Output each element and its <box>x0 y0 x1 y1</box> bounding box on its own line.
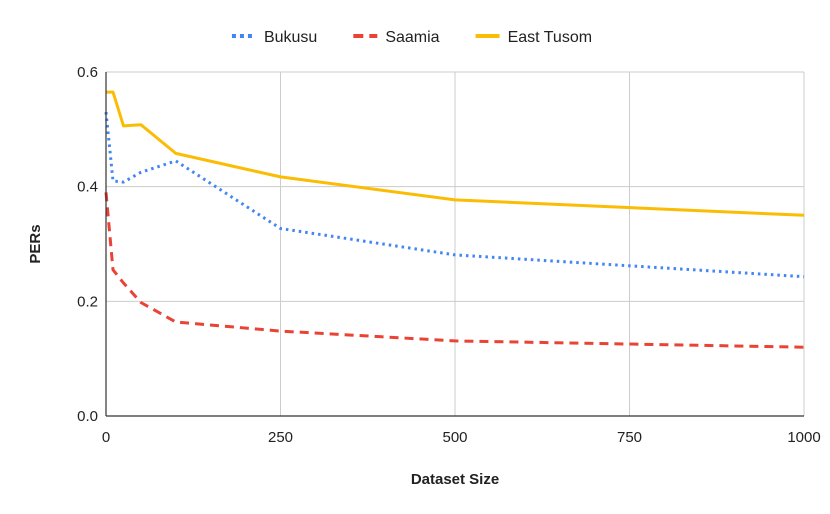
tick-labels: 0 250 500 750 1000 0.0 0.2 0.4 0.6 <box>77 64 821 446</box>
gridlines <box>105 71 805 417</box>
y-axis-title: PERs <box>27 224 44 263</box>
y-tick-label: 0.6 <box>77 64 98 81</box>
x-axis-title: Dataset Size <box>411 471 499 488</box>
y-tick-label: 0.4 <box>77 179 98 196</box>
series-line-saamia <box>104 192 805 349</box>
legend-label-bukusu: Bukusu <box>264 29 317 46</box>
axes <box>105 72 804 417</box>
x-tick-label: 1000 <box>787 429 820 446</box>
series-line-bukusu <box>104 111 805 279</box>
legend-label-saamia: Saamia <box>385 29 439 46</box>
x-tick-label: 0 <box>102 429 110 446</box>
y-tick-label: 0.2 <box>77 293 98 310</box>
x-tick-label: 250 <box>268 429 293 446</box>
series-line-east-tusom <box>106 90 805 217</box>
x-tick-label: 750 <box>617 429 642 446</box>
legend: Bukusu Saamia East Tusom <box>231 29 592 46</box>
y-tick-label: 0.0 <box>77 408 98 425</box>
series-lines <box>104 90 805 349</box>
legend-label-east-tusom: East Tusom <box>508 29 592 46</box>
x-tick-label: 500 <box>442 429 467 446</box>
